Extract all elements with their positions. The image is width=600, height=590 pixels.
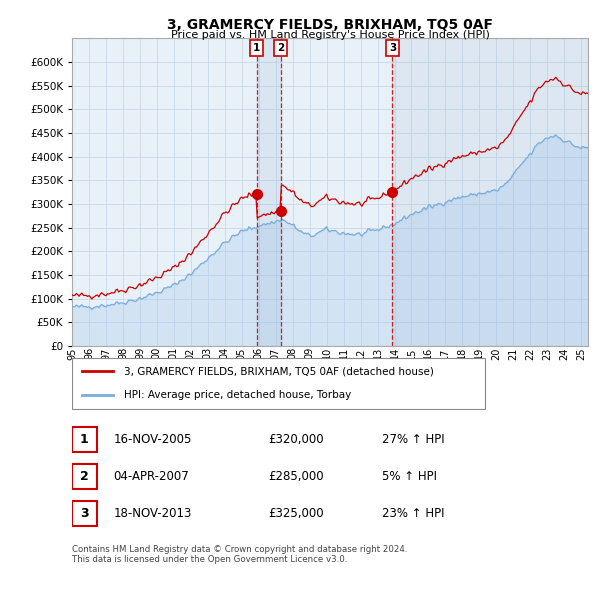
FancyBboxPatch shape: [72, 502, 97, 526]
Text: 2: 2: [277, 43, 284, 53]
FancyBboxPatch shape: [72, 358, 485, 409]
Text: 3, GRAMERCY FIELDS, BRIXHAM, TQ5 0AF (detached house): 3, GRAMERCY FIELDS, BRIXHAM, TQ5 0AF (de…: [124, 366, 433, 376]
Text: Price paid vs. HM Land Registry's House Price Index (HPI): Price paid vs. HM Land Registry's House …: [170, 30, 490, 40]
FancyBboxPatch shape: [72, 427, 97, 452]
Text: 2: 2: [80, 470, 89, 483]
Text: 5% ↑ HPI: 5% ↑ HPI: [382, 470, 437, 483]
Text: £285,000: £285,000: [268, 470, 324, 483]
Text: 1: 1: [80, 433, 89, 446]
FancyBboxPatch shape: [72, 464, 97, 489]
Text: 16-NOV-2005: 16-NOV-2005: [113, 433, 191, 446]
Bar: [392, 38, 588, 346]
Text: 04-APR-2007: 04-APR-2007: [113, 470, 189, 483]
Text: 27% ↑ HPI: 27% ↑ HPI: [382, 433, 444, 446]
Text: 3: 3: [389, 43, 396, 53]
Text: £320,000: £320,000: [268, 433, 324, 446]
Text: 3: 3: [80, 507, 89, 520]
Text: Contains HM Land Registry data © Crown copyright and database right 2024.
This d: Contains HM Land Registry data © Crown c…: [72, 545, 407, 564]
Text: HPI: Average price, detached house, Torbay: HPI: Average price, detached house, Torb…: [124, 390, 351, 400]
Text: 23% ↑ HPI: 23% ↑ HPI: [382, 507, 444, 520]
Text: 3, GRAMERCY FIELDS, BRIXHAM, TQ5 0AF: 3, GRAMERCY FIELDS, BRIXHAM, TQ5 0AF: [167, 18, 493, 32]
Bar: [257, 38, 281, 346]
Text: £325,000: £325,000: [268, 507, 324, 520]
Text: 18-NOV-2013: 18-NOV-2013: [113, 507, 191, 520]
Text: 1: 1: [253, 43, 260, 53]
